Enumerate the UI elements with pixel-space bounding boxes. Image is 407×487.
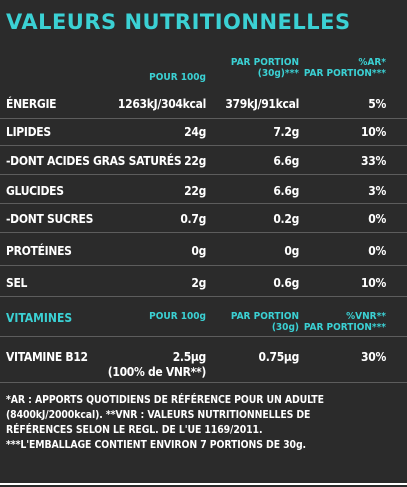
vitamins-header-per-100g: POUR 100g (149, 311, 206, 322)
nutrient-label: -DONT SUCRES (6, 212, 94, 226)
row-divider (0, 232, 407, 233)
value-per-100g: 22g (184, 154, 206, 168)
table-title: VALEURS NUTRITIONNELLES (6, 10, 351, 34)
header-per-100g: POUR 100g (149, 72, 206, 83)
value-per-100g: 1263kJ/304kcal (117, 97, 206, 111)
vitamins-header-vnr-line1: %VNR** (346, 311, 386, 322)
nutrient-label: SEL (6, 276, 28, 290)
vitamins-header-per-portion-line2: (30g) (271, 322, 299, 333)
vitamins-header-per-portion: PAR PORTION (30g) (231, 311, 299, 333)
row-divider (0, 118, 407, 119)
value-per-portion: 7.2g (273, 125, 299, 139)
value-per-100g: 0.7g (180, 212, 206, 226)
header-per-portion-line2: (30g)*** (257, 68, 299, 79)
value-per-portion: 6.6g (273, 184, 299, 198)
header-per-portion: PAR PORTION (30g)*** (231, 57, 299, 79)
value-percent-ar: 5% (368, 97, 386, 111)
row-divider (0, 174, 407, 175)
header-ar-per-portion: %AR* PAR PORTION*** (304, 57, 386, 79)
vitamin-vnr-note: (100% de VNR**) (107, 365, 207, 379)
nutrient-label: LIPIDES (6, 125, 51, 139)
vitamins-header-vnr: %VNR** PAR PORTION*** (304, 311, 386, 333)
value-percent-ar: 0% (368, 212, 386, 226)
bottom-border (0, 483, 407, 485)
vitamins-header-vnr-line2: PAR PORTION*** (303, 322, 386, 333)
row-divider (0, 265, 407, 266)
value-per-portion: 379kJ/91kcal (225, 97, 299, 111)
vitamin-label: VITAMINE B12 (6, 350, 88, 364)
row-divider (0, 296, 407, 297)
row-divider (0, 336, 407, 337)
nutrient-label: -DONT ACIDES GRAS SATURÉS (6, 154, 182, 168)
value-per-100g: 2g (191, 276, 206, 290)
footnote-line: ***L'EMBALLAGE CONTIENT ENVIRON 7 PORTIO… (6, 439, 306, 451)
value-per-portion: 0g (284, 244, 299, 258)
footnote-line: RÉFÉRENCES SELON LE REGL. DE L'UE 1169/2… (6, 424, 263, 436)
value-per-portion: 6.6g (273, 154, 299, 168)
row-divider (0, 145, 407, 146)
nutrient-label: PROTÉINES (6, 244, 72, 258)
value-percent-ar: 10% (361, 276, 386, 290)
footnote-line: (8400kJ/2000kcal). **VNR : VALEURS NUTRI… (6, 409, 311, 421)
vitamin-value-per-portion: 0.75µg (258, 350, 299, 364)
header-ar-line1: %AR* (358, 57, 386, 68)
row-divider (0, 382, 407, 383)
nutrient-label: GLUCIDES (6, 184, 64, 198)
vitamin-value-per-100g: 2.5µg (172, 350, 207, 364)
header-per-portion-line1: PAR PORTION (230, 57, 299, 68)
row-divider (0, 203, 407, 204)
value-percent-ar: 33% (361, 154, 386, 168)
value-percent-ar: 0% (368, 244, 386, 258)
value-percent-ar: 3% (368, 184, 386, 198)
footnote-line: *AR : APPORTS QUOTIDIENS DE RÉFÉRENCE PO… (6, 394, 324, 406)
nutrient-label: ÉNERGIE (6, 97, 57, 111)
footnotes: *AR : APPORTS QUOTIDIENS DE RÉFÉRENCE PO… (6, 393, 401, 453)
value-per-100g: 0g (191, 244, 206, 258)
header-ar-line2: PAR PORTION*** (303, 68, 386, 79)
vitamins-header-per-portion-line1: PAR PORTION (230, 311, 299, 322)
vitamins-section-label: VITAMINES (6, 311, 73, 325)
value-per-portion: 0.2g (273, 212, 299, 226)
value-per-portion: 0.6g (273, 276, 299, 290)
vitamin-value-percent-vnr: 30% (361, 350, 386, 364)
value-per-100g: 24g (184, 125, 206, 139)
value-percent-ar: 10% (361, 125, 386, 139)
value-per-100g: 22g (184, 184, 206, 198)
